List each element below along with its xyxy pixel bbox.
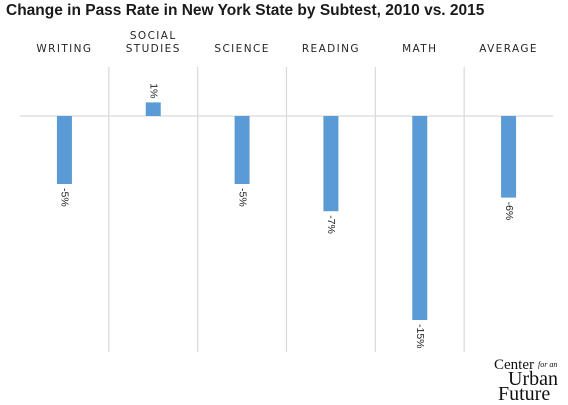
bars <box>56 102 517 320</box>
value-label: -5% <box>236 188 248 207</box>
category-label: AVERAGE <box>479 43 538 55</box>
value-label: 1% <box>147 83 159 98</box>
category-labels: WRITING SOCIAL STUDIES SCIENCE READING MATH AV… <box>36 30 538 55</box>
value-label: -6% <box>503 202 515 221</box>
logo-line-urban: Urban <box>508 368 558 390</box>
category-label: MATH <box>402 43 437 55</box>
category-label: WRITING <box>36 43 92 55</box>
value-label: -5% <box>59 188 71 207</box>
bar-writing <box>56 116 72 184</box>
category-label: SOCIAL STUDIES <box>126 30 181 55</box>
bar-science <box>234 116 250 184</box>
bar-average <box>501 116 517 198</box>
logo-line-future: Future <box>498 383 551 405</box>
bar-social-studies <box>145 102 161 116</box>
bar-reading <box>323 116 339 212</box>
category-separators <box>108 67 465 352</box>
logo-line-center: Center <box>494 357 534 373</box>
value-label: -15% <box>414 324 426 349</box>
logo-line-for-an: for an <box>538 360 558 369</box>
chart-title: Change in Pass Rate in New York State by… <box>6 2 485 19</box>
category-label: READING <box>302 43 360 55</box>
bar-math <box>412 116 428 320</box>
value-label: -7% <box>325 215 337 234</box>
value-labels: -5% 1% -5% -7% -15% -6% <box>59 83 515 348</box>
center-for-urban-future-logo: Center for an Urban Future <box>494 357 566 405</box>
category-label: SCIENCE <box>214 43 269 55</box>
